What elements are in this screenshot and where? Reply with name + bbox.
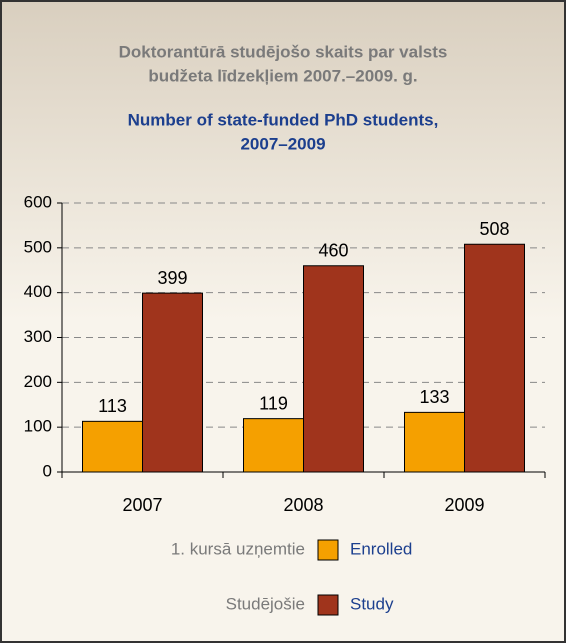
- bar: [303, 265, 364, 473]
- y-tick-label: 200: [24, 372, 52, 391]
- legend-swatch: [317, 539, 339, 561]
- bar: [82, 420, 143, 473]
- y-tick-label: 400: [24, 282, 52, 301]
- data-label: 113: [98, 396, 127, 416]
- y-tick-label: 500: [24, 237, 52, 256]
- bar: [404, 411, 465, 473]
- bar: [464, 243, 525, 473]
- legend-swatch: [317, 594, 339, 616]
- x-tick-label: 2007: [122, 495, 162, 515]
- x-tick-label: 2009: [444, 495, 484, 515]
- data-label: 119: [259, 393, 288, 413]
- x-tick-label: 2008: [283, 495, 323, 515]
- y-tick-label: 0: [43, 461, 52, 480]
- title-lv: Doktorantūrā studējošo skaits par valsts: [119, 42, 448, 61]
- data-label: 133: [419, 387, 449, 407]
- data-label: 460: [318, 241, 348, 261]
- legend-label-lv: 1. kursā uzņemtie: [171, 539, 305, 558]
- title-lv: budžeta līdzekļiem 2007.–2009. g.: [148, 66, 417, 85]
- y-tick-label: 600: [24, 192, 52, 211]
- legend-label-lv: Studējošie: [226, 594, 305, 613]
- chart-title: 2007–2009: [240, 134, 325, 153]
- y-tick-label: 300: [24, 327, 52, 346]
- data-label: 399: [157, 268, 187, 288]
- chart-title: Number of state-funded PhD students,: [128, 110, 439, 129]
- data-label: 508: [479, 219, 509, 239]
- legend-label: Enrolled: [350, 539, 412, 558]
- bar: [142, 292, 203, 473]
- legend-label: Study: [350, 594, 394, 613]
- y-tick-label: 100: [24, 417, 52, 436]
- bar: [243, 418, 304, 473]
